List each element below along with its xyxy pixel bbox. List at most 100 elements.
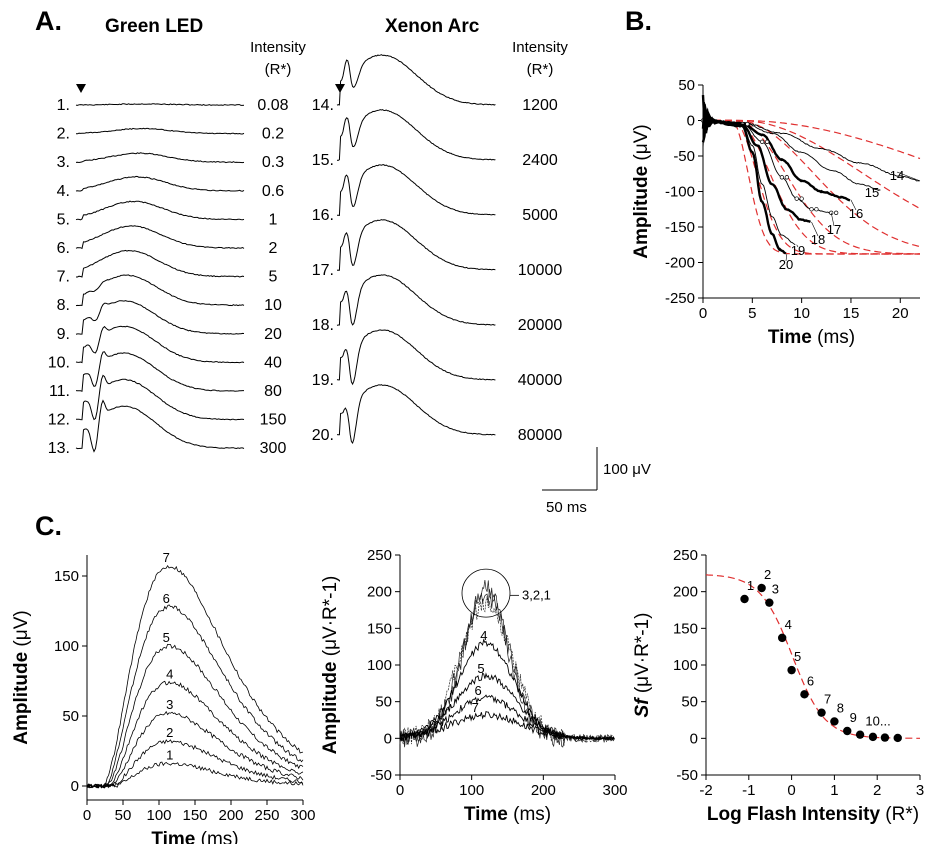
erg-trace	[337, 164, 496, 216]
normalized-curve	[399, 596, 615, 746]
curve-number-label: 5	[477, 661, 484, 676]
trace-leader-line	[811, 221, 819, 237]
erg-trace	[75, 274, 245, 307]
normalized-curve	[399, 638, 615, 742]
data-point	[787, 665, 796, 675]
x-axis-title: Time (ms)	[768, 327, 855, 348]
intensity-value: 80000	[518, 427, 563, 444]
intensity-header-right: Intensity	[512, 39, 568, 56]
intensity-value: 10	[264, 297, 282, 314]
y-tick-label: 0	[687, 113, 695, 130]
normalized-curve	[399, 710, 615, 742]
trace-number-label: 14	[890, 168, 904, 183]
xenon-arc-title: Xenon Arc	[385, 16, 480, 37]
point-label: 8	[837, 700, 844, 715]
trace-marker	[784, 175, 789, 180]
trace-label: 6.	[57, 240, 70, 257]
normalized-curve	[399, 694, 615, 742]
trace-leader-line	[850, 199, 857, 211]
intensity-value: 0.2	[262, 126, 284, 143]
trace-number-label: 15	[865, 185, 879, 200]
trace-marker	[794, 196, 799, 201]
response-trace	[701, 95, 851, 202]
trace-leader-line	[785, 253, 788, 262]
trace-leader-line	[796, 244, 799, 248]
x-tick-label: 200	[218, 807, 243, 824]
trace-marker	[760, 139, 765, 144]
trace-label: 7.	[57, 269, 70, 286]
point-label: 7	[824, 692, 831, 707]
trace-number-label: 20	[779, 257, 793, 272]
y-tick-label: -50	[370, 767, 392, 784]
intensity-value: 80	[264, 383, 282, 400]
model-fit-line	[703, 119, 920, 255]
erg-trace	[336, 54, 496, 106]
response-curve	[86, 643, 304, 789]
x-tick-label: 200	[531, 782, 556, 799]
response-curve	[86, 739, 304, 789]
x-tick-label: 5	[748, 305, 756, 322]
green-led-title: Green LED	[105, 16, 203, 37]
intensity-value: 2400	[522, 152, 558, 169]
model-fit-line	[703, 119, 921, 210]
data-point	[740, 594, 749, 604]
curve-number-label: 6	[163, 591, 170, 606]
erg-trace	[336, 384, 496, 445]
response-curve	[86, 564, 304, 789]
response-curve	[86, 680, 304, 788]
erg-trace	[336, 329, 496, 386]
trace-label: 16.	[312, 207, 334, 224]
stimulus-marker-left	[76, 84, 86, 93]
data-point	[757, 583, 766, 593]
response-trace	[701, 103, 787, 255]
y-tick-label: 150	[367, 620, 392, 637]
point-label: 10...	[865, 714, 890, 729]
model-fit-line	[703, 119, 921, 255]
x-axis-title: Time (ms)	[151, 829, 238, 844]
trace-label: 12.	[48, 412, 70, 429]
trace-leader-line	[830, 212, 835, 227]
y-axis-title: Amplitude (μV·R*-1)	[320, 576, 341, 755]
intensity-value: 5	[269, 269, 278, 286]
point-label: 5	[794, 649, 801, 664]
y-tick-label: -100	[665, 184, 695, 201]
y-axis-title: Amplitude (μV)	[11, 610, 32, 744]
point-label: 9	[850, 710, 857, 725]
curve-number-label: 7	[163, 550, 170, 565]
y-tick-label: 50	[375, 694, 392, 711]
erg-trace	[336, 219, 496, 271]
x-tick-label: 0	[83, 807, 91, 824]
erg-trace	[75, 225, 245, 250]
erg-trace	[75, 152, 245, 164]
point-label: 2	[764, 567, 771, 582]
panel-letter-c: C.	[35, 511, 62, 541]
y-tick-label: 150	[673, 620, 698, 637]
trace-label: 3.	[57, 154, 70, 171]
y-tick-label: -250	[665, 290, 695, 307]
scale-bar: 100 μV 50 ms	[542, 447, 651, 516]
response-trace	[702, 97, 881, 191]
intensity-unit-left: (R*)	[265, 61, 292, 78]
y-tick-label: -150	[665, 219, 695, 236]
intensity-value: 20000	[518, 317, 563, 334]
xenon-arc-traces: 14. 1200 15. 2400 16. 5000 17. 10000 18. 20000 19.…	[312, 54, 563, 445]
curve-number-label: 4	[480, 628, 487, 643]
x-tick-label: 10	[793, 305, 810, 322]
trace-label: 17.	[312, 262, 334, 279]
erg-trace	[76, 127, 245, 135]
x-tick-label: 1	[830, 782, 838, 799]
y-tick-label: 200	[367, 584, 392, 601]
intensity-value: 40	[264, 354, 282, 371]
trace-label: 14.	[312, 97, 334, 114]
curve-number-label: 2	[166, 725, 173, 740]
erg-trace	[75, 399, 245, 453]
trace-label: 10.	[48, 354, 70, 371]
trace-label: 15.	[312, 152, 334, 169]
y-axis-title: Amplitude (μV)	[631, 124, 652, 258]
model-fit-line	[703, 119, 921, 248]
erg-trace	[75, 351, 244, 392]
y-tick-label: 50	[678, 77, 695, 94]
trace-number-label: 19	[791, 243, 805, 258]
curve-number-label: 7	[472, 700, 479, 715]
y-tick-label: 50	[681, 694, 698, 711]
